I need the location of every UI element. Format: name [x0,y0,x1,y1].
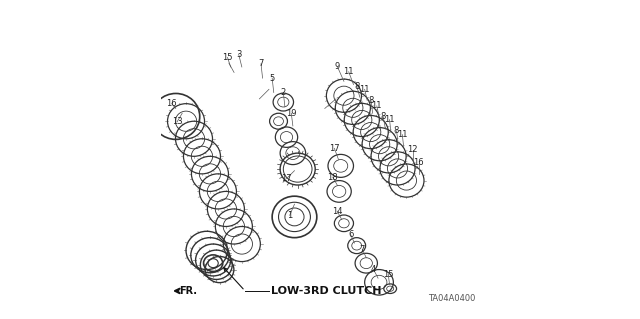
Text: 8: 8 [369,96,374,105]
Text: 19: 19 [286,109,296,118]
Text: 4: 4 [371,265,376,274]
Text: 11: 11 [372,101,382,110]
Text: 11: 11 [344,67,354,76]
Text: 18: 18 [328,173,338,182]
Text: 9: 9 [335,63,340,71]
Text: 11: 11 [360,85,370,94]
Text: LOW-3RD CLUTCH: LOW-3RD CLUTCH [271,286,381,296]
Text: 15: 15 [383,270,394,279]
Text: FR.: FR. [179,286,197,296]
Text: 11: 11 [397,130,408,139]
Text: 6: 6 [348,230,353,239]
Text: TA04A0400: TA04A0400 [428,294,476,303]
Text: 13: 13 [172,117,182,126]
Text: 11: 11 [384,115,395,124]
Text: 5: 5 [269,74,275,83]
Text: 8: 8 [394,126,399,135]
Text: 12: 12 [407,145,418,154]
Text: 7: 7 [259,59,264,68]
Text: 1: 1 [287,211,292,220]
Text: 2: 2 [281,88,286,97]
Text: 14: 14 [332,207,342,216]
Text: 16: 16 [413,158,424,167]
Text: 16: 16 [166,99,177,108]
Text: 8: 8 [354,82,360,91]
Text: 17: 17 [281,174,292,183]
Text: 7: 7 [360,245,365,254]
Text: 3: 3 [236,50,241,59]
Text: 17: 17 [329,144,340,153]
Text: 8: 8 [380,112,386,121]
Text: 15: 15 [222,53,233,62]
